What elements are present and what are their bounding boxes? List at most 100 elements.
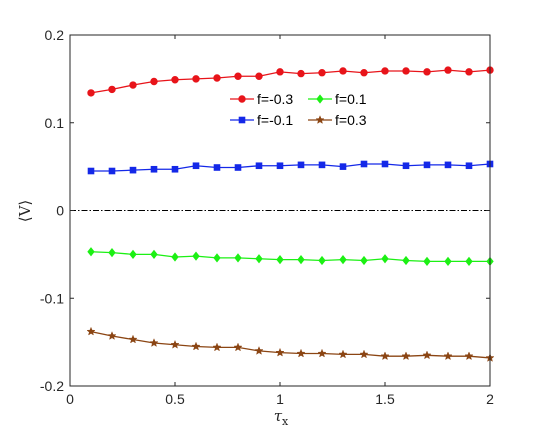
data-point-f01 — [360, 255, 368, 266]
legend-entry: f=0.3 — [308, 112, 367, 128]
data-point-fneg03 — [297, 69, 305, 78]
data-point-fneg03 — [171, 76, 179, 84]
data-point-f01 — [297, 255, 305, 265]
data-point-fneg01 — [255, 162, 263, 170]
x-tick-label: 0 — [66, 391, 74, 407]
data-point-fneg03 — [423, 68, 431, 76]
data-point-f03 — [464, 351, 474, 361]
x-axis-label-subscript: x — [282, 415, 289, 428]
y-tick-label: 0 — [56, 203, 64, 219]
legend-entry: f=0.1 — [308, 91, 367, 107]
legend: f=-0.3 f=0.1 f=-0.1 f=0.3 — [230, 91, 367, 128]
data-point-f03 — [422, 350, 432, 360]
data-point-f01 — [213, 253, 221, 263]
data-point-f03 — [401, 351, 411, 361]
series-f03 — [86, 326, 495, 362]
x-tick-label: 1.5 — [375, 391, 395, 407]
x-axis-label: τx — [274, 407, 289, 428]
legend-marker — [315, 115, 325, 124]
data-point-f03 — [338, 349, 348, 359]
data-point-fneg01 — [234, 164, 242, 171]
legend-label: f=-0.3 — [257, 91, 293, 107]
series-line-f03 — [90, 330, 491, 359]
y-tick-label: 0.2 — [45, 27, 65, 43]
data-point-f01 — [255, 254, 263, 264]
data-point-f03 — [359, 349, 369, 359]
data-point-f01 — [87, 247, 95, 257]
data-point-f03 — [380, 351, 390, 361]
x-axis-label-main: τ — [274, 407, 283, 425]
data-point-f01 — [234, 253, 242, 263]
data-point-fneg03 — [318, 69, 326, 77]
data-point-f01 — [171, 252, 179, 262]
data-point-fneg01 — [276, 162, 284, 170]
data-point-f01 — [150, 249, 158, 259]
data-point-fneg03 — [129, 81, 137, 89]
data-point-f03 — [233, 342, 243, 352]
data-point-fneg03 — [192, 75, 200, 83]
data-point-fneg01 — [444, 161, 452, 169]
tick-layer: 0 0.5 1 1.5 2 -0.2 -0.1 0 0.1 0.2 — [40, 27, 494, 407]
data-point-fneg01 — [150, 165, 158, 173]
data-point-fneg03 — [87, 89, 95, 97]
data-point-fneg01 — [297, 161, 305, 169]
legend-marker — [316, 94, 324, 104]
data-point-fneg03 — [213, 74, 221, 82]
data-point-fneg01 — [402, 162, 410, 170]
legend-entry: f=-0.3 — [230, 91, 293, 107]
data-point-f03 — [170, 339, 180, 349]
data-point-fneg01 — [465, 162, 473, 170]
y-tick-label: -0.1 — [40, 290, 64, 306]
x-tick-label: 0.5 — [165, 391, 185, 407]
legend-marker — [238, 116, 246, 124]
data-point-f01 — [276, 255, 284, 265]
series-layer — [86, 66, 495, 362]
data-point-f03 — [275, 347, 285, 357]
data-point-f03 — [317, 348, 327, 358]
data-point-f03 — [128, 334, 138, 344]
data-point-f03 — [296, 348, 306, 358]
data-point-fneg01 — [339, 163, 347, 170]
legend-marker — [238, 95, 246, 103]
data-point-f03 — [443, 351, 453, 361]
data-point-fneg01 — [213, 164, 221, 171]
y-tick-label: -0.2 — [40, 378, 64, 394]
data-point-fneg01 — [318, 161, 326, 169]
data-point-fneg03 — [108, 85, 116, 94]
data-point-f01 — [402, 255, 410, 266]
data-point-f03 — [86, 326, 96, 336]
data-point-fneg03 — [339, 67, 347, 75]
data-point-fneg03 — [465, 68, 473, 76]
data-point-f03 — [212, 342, 222, 352]
data-point-fneg03 — [276, 68, 284, 76]
data-point-f03 — [149, 338, 159, 347]
data-point-f01 — [381, 254, 389, 264]
data-point-f01 — [339, 255, 347, 265]
data-point-f03 — [254, 346, 264, 355]
data-point-fneg01 — [87, 167, 95, 175]
data-point-fneg01 — [129, 166, 137, 174]
data-point-f01 — [465, 256, 473, 266]
data-point-f01 — [192, 251, 200, 261]
data-point-fneg03 — [381, 67, 389, 75]
data-point-fneg01 — [192, 162, 200, 170]
data-point-fneg01 — [423, 161, 431, 169]
legend-label: f=-0.1 — [257, 112, 293, 128]
y-axis-label: ⟨V⟩ — [16, 200, 34, 223]
x-tick-label: 2 — [486, 391, 494, 407]
data-point-fneg03 — [234, 72, 242, 80]
data-point-f01 — [129, 249, 137, 259]
data-point-f01 — [423, 256, 431, 266]
data-point-f01 — [444, 256, 452, 266]
data-point-fneg01 — [381, 160, 389, 168]
x-tick-label: 1 — [276, 391, 284, 407]
data-point-f03 — [191, 341, 201, 351]
data-point-fneg03 — [402, 67, 410, 75]
series-f01 — [87, 247, 494, 266]
y-tick-label: 0.1 — [45, 115, 65, 131]
series-fneg03 — [87, 66, 494, 97]
data-point-fneg03 — [360, 69, 368, 77]
data-point-fneg01 — [108, 167, 116, 175]
legend-label: f=0.3 — [335, 112, 367, 128]
